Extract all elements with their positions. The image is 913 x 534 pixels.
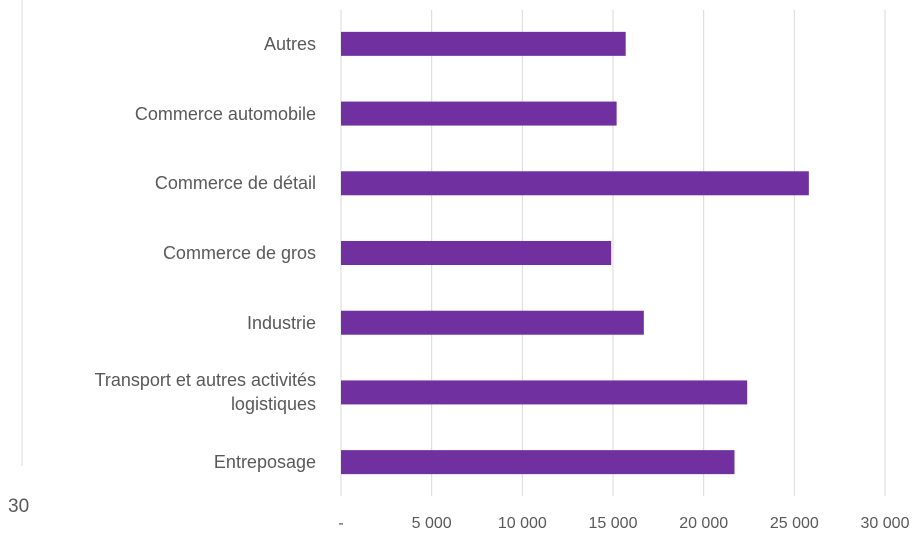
x-tick-label: 25 000	[770, 515, 819, 532]
x-tick-label: 15 000	[589, 515, 638, 532]
bar	[341, 380, 748, 405]
x-tick-label: 30 000	[861, 515, 910, 532]
x-tick-label: -	[338, 515, 343, 532]
x-tick-label: 5 000	[412, 515, 452, 532]
bar	[341, 171, 809, 196]
x-tick-label: 10 000	[498, 515, 547, 532]
y-tick-label: Entreposage	[213, 452, 316, 473]
y-tick-label: Commerce automobile	[134, 103, 316, 124]
bar	[341, 31, 626, 56]
bar	[341, 450, 735, 475]
y-tick-label: Commerce de gros	[162, 243, 316, 263]
y-tick-label: Commerce de détail	[154, 173, 316, 194]
y-tick-label: Transport et autres activités logistique…	[94, 370, 316, 415]
annotation: 30	[8, 496, 29, 517]
bar	[341, 310, 644, 335]
bar	[341, 101, 617, 126]
bar	[341, 241, 612, 265]
y-tick-label: Industrie	[246, 312, 316, 333]
x-tick-label: 20 000	[679, 515, 728, 532]
y-tick-label: Autres	[263, 33, 316, 54]
